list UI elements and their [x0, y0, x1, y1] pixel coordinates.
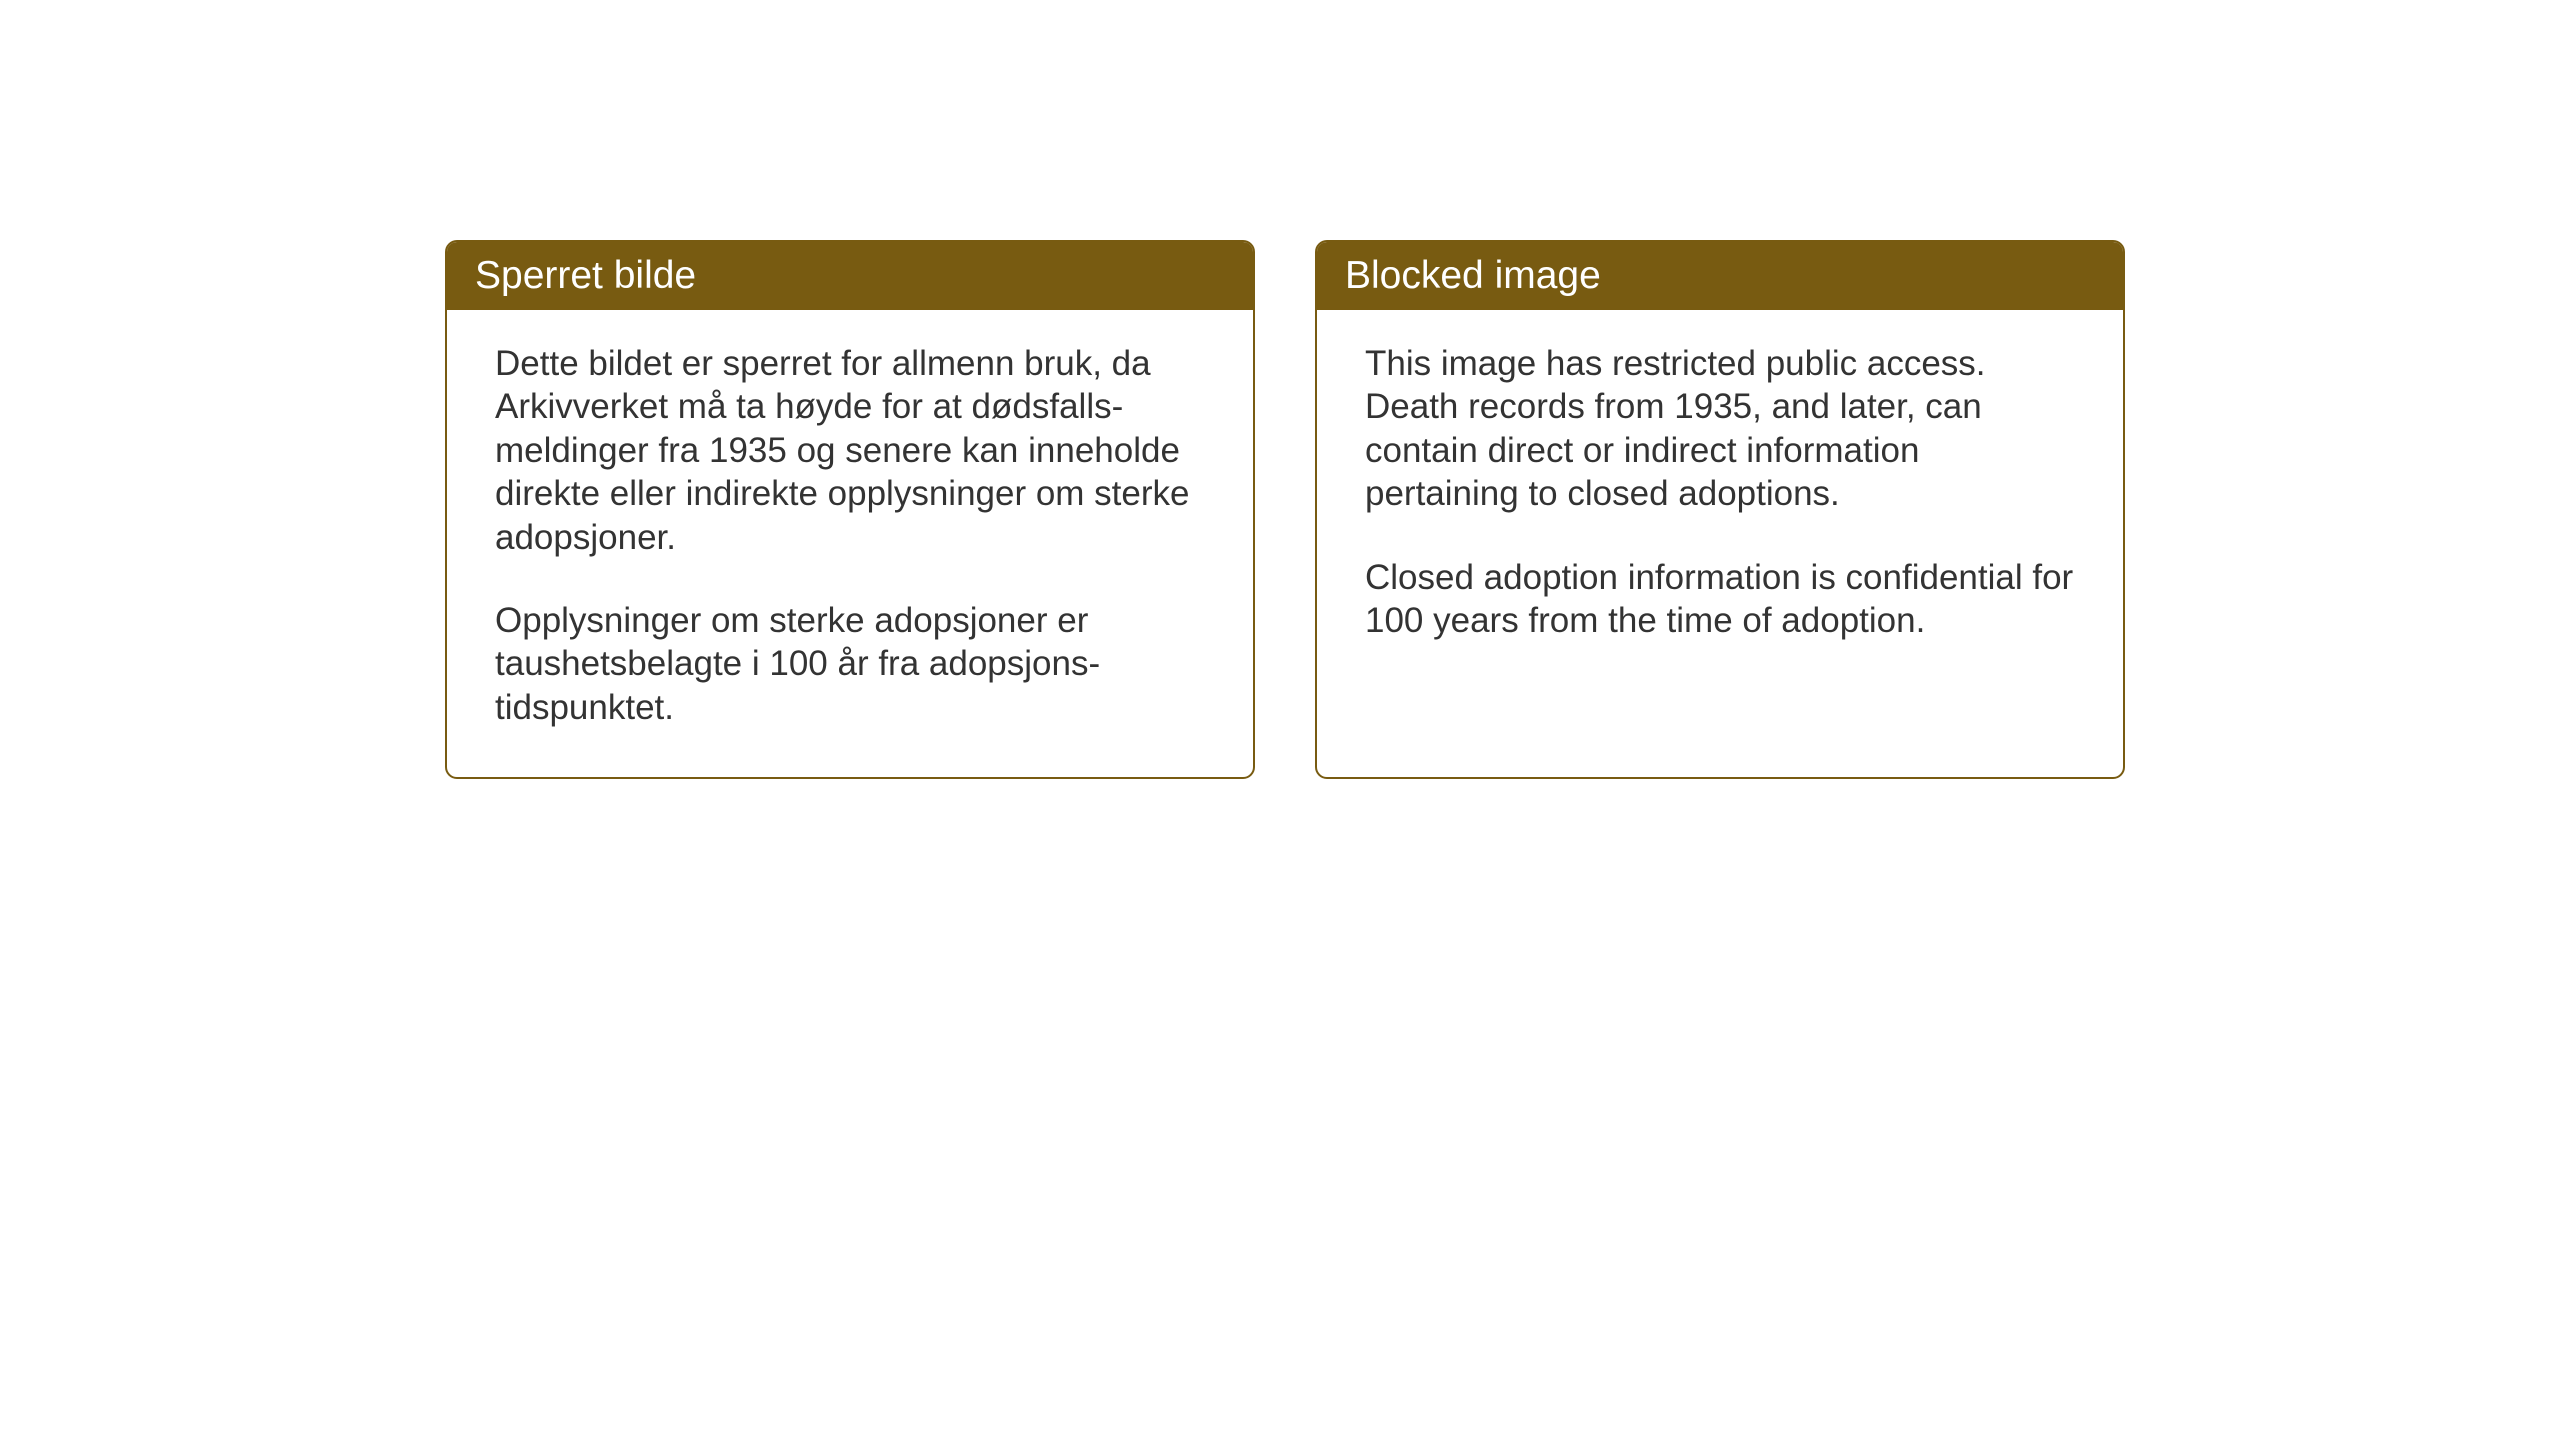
card-paragraph: Dette bildet er sperret for allmenn bruk… — [495, 342, 1205, 559]
notice-container: Sperret bilde Dette bildet er sperret fo… — [445, 240, 2125, 779]
card-header: Blocked image — [1317, 242, 2123, 310]
card-title: Blocked image — [1345, 254, 1601, 297]
card-title: Sperret bilde — [475, 254, 696, 297]
card-body: This image has restricted public access.… — [1317, 310, 2123, 690]
card-body: Dette bildet er sperret for allmenn bruk… — [447, 310, 1253, 777]
card-header: Sperret bilde — [447, 242, 1253, 310]
card-paragraph: This image has restricted public access.… — [1365, 342, 2075, 516]
card-paragraph: Closed adoption information is confident… — [1365, 556, 2075, 643]
card-paragraph: Opplysninger om sterke adopsjoner er tau… — [495, 599, 1205, 729]
notice-card-english: Blocked image This image has restricted … — [1315, 240, 2125, 779]
notice-card-norwegian: Sperret bilde Dette bildet er sperret fo… — [445, 240, 1255, 779]
